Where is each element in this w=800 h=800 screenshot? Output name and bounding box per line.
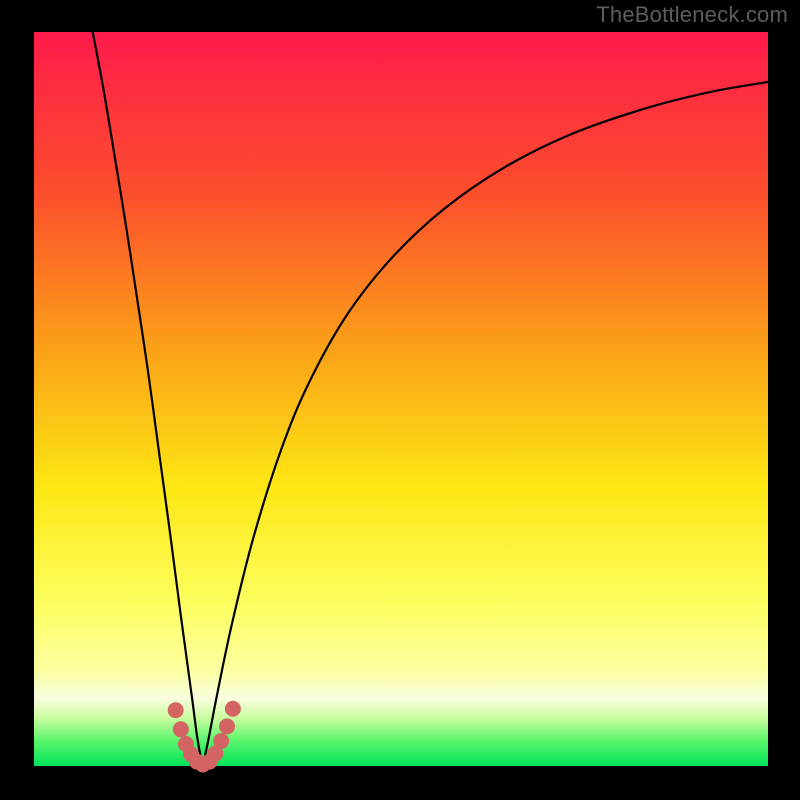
bottleneck-chart-svg [0, 0, 800, 800]
watermark-text: TheBottleneck.com [596, 2, 788, 28]
dip-marker [220, 719, 235, 734]
dip-marker [225, 701, 240, 716]
dip-marker [168, 703, 183, 718]
plot-gradient-background [34, 32, 768, 766]
dip-marker [173, 722, 188, 737]
dip-marker [214, 734, 229, 749]
chart-root: TheBottleneck.com [0, 0, 800, 800]
